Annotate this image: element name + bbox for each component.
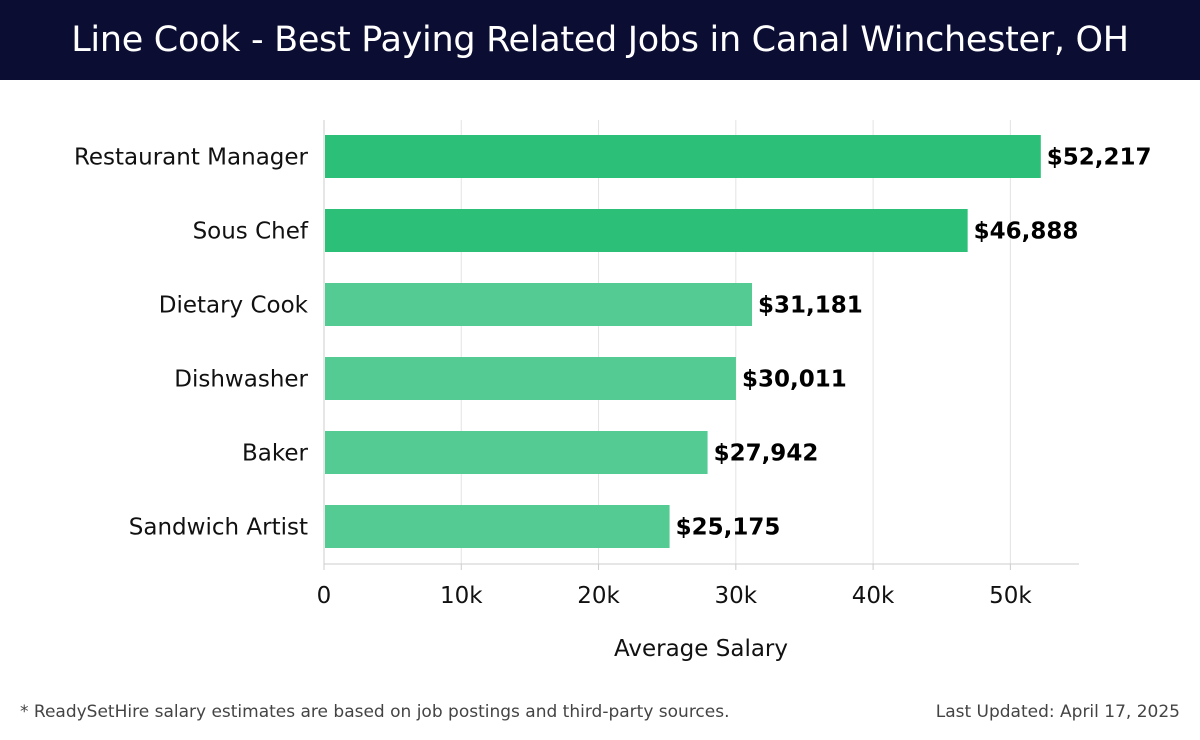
bar-chart: Restaurant Manager Sous Chef Dietary Cook D… <box>74 120 1152 662</box>
last-updated: Last Updated: April 17, 2025 <box>935 702 1180 722</box>
bar <box>325 135 1041 178</box>
x-tick-label: 10k <box>440 583 483 609</box>
x-tick-label: 20k <box>577 583 620 609</box>
x-axis-title: Average Salary <box>614 636 788 662</box>
category-label: Restaurant Manager <box>74 145 309 171</box>
bar <box>325 209 968 252</box>
chart-title: Line Cook - Best Paying Related Jobs in … <box>71 20 1129 60</box>
category-label: Dietary Cook <box>159 293 309 319</box>
value-label: $46,888 <box>974 219 1079 245</box>
bar <box>325 357 736 400</box>
title-bar: Line Cook - Best Paying Related Jobs in … <box>0 0 1200 80</box>
category-label: Baker <box>242 441 309 467</box>
category-label: Sandwich Artist <box>129 515 308 541</box>
x-tick-label: 50k <box>989 583 1032 609</box>
value-label: $25,175 <box>676 515 781 541</box>
x-tick-label: 30k <box>715 583 758 609</box>
category-label: Dishwasher <box>174 367 308 393</box>
x-tick-label: 40k <box>852 583 895 609</box>
footnote: * ReadySetHire salary estimates are base… <box>20 702 730 722</box>
bar <box>325 283 753 326</box>
value-label: $27,942 <box>714 441 819 467</box>
category-labels: Restaurant Manager Sous Chef Dietary Cook D… <box>74 145 309 541</box>
value-labels: $52,217 $46,888 $31,181 $30,011 $27,942 $25,1… <box>676 145 1152 541</box>
value-label: $30,011 <box>742 367 847 393</box>
bar <box>325 431 708 474</box>
bars <box>325 135 1041 548</box>
value-label: $52,217 <box>1047 145 1152 171</box>
category-label: Sous Chef <box>193 219 309 245</box>
value-label: $31,181 <box>758 293 863 319</box>
x-tick-label: 0 <box>317 583 332 609</box>
bar <box>325 505 670 548</box>
gridlines <box>460 120 1011 564</box>
x-axis: 0 10k 20k 30k 40k 50k <box>317 120 1079 609</box>
